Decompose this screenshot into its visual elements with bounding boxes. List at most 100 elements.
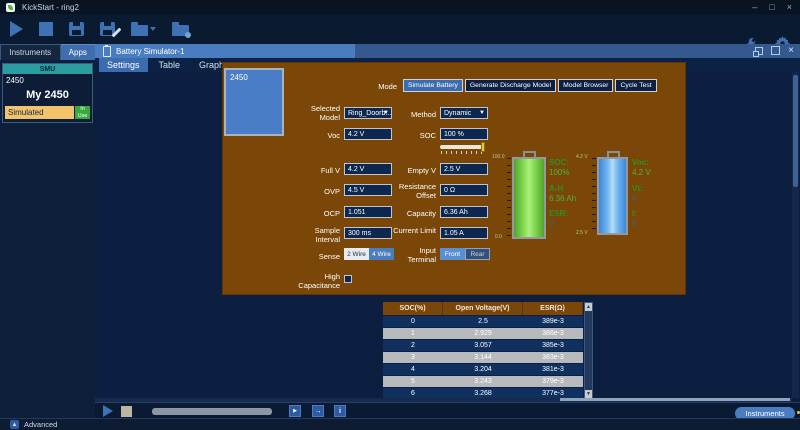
capacity-input[interactable]: 6.36 Ah <box>440 206 488 218</box>
full-v-input[interactable]: 4.2 V <box>344 163 392 175</box>
device-box[interactable]: 2450 <box>224 68 284 136</box>
restore-button[interactable]: □ <box>769 2 775 12</box>
open-dropdown-icon[interactable] <box>150 27 156 31</box>
save-icon[interactable] <box>69 22 84 36</box>
instrument-card[interactable]: SMU 2450 My 2450 Simulated In Use <box>2 63 93 123</box>
advanced-label[interactable]: Advanced <box>24 420 58 429</box>
voc-input[interactable]: 4.2 V <box>344 128 392 140</box>
mode-simulate-battery-button[interactable]: Simulate Battery <box>403 79 463 92</box>
table-row[interactable]: 2 3.057 385e-3 <box>383 340 583 351</box>
instruments-sidebar: Instruments Apps SMU 2450 My 2450 Simula… <box>0 44 95 418</box>
abort-icon[interactable] <box>121 406 132 417</box>
sidebar-tab-instruments[interactable]: Instruments <box>0 44 61 60</box>
mode-label: Mode <box>378 82 397 91</box>
run-bar <box>95 402 800 419</box>
sample-interval-input[interactable]: 300 ms <box>344 227 392 239</box>
close-button[interactable]: × <box>786 2 792 12</box>
chevron-down-icon[interactable]: ▼ <box>479 110 485 116</box>
header-soc: SOC(%) <box>383 302 443 315</box>
instruments-button[interactable]: Instruments <box>735 407 795 420</box>
chevron-down-icon[interactable]: ▼ <box>383 110 389 116</box>
method-label: Method <box>410 110 436 119</box>
terminal-rear-button[interactable]: Rear <box>465 248 490 260</box>
run-icon[interactable] <box>10 21 23 37</box>
soc-label: SOC <box>419 131 436 140</box>
capacity-label: Capacity <box>406 209 436 218</box>
esr-readout-label: ESR: <box>549 209 569 218</box>
battery-app-icon <box>103 44 111 57</box>
input-terminal-label: Input Terminal <box>407 246 436 264</box>
soc-input[interactable]: 100 % <box>440 128 488 140</box>
i-readout-value: 0 <box>632 219 637 228</box>
content-vertical-scrollbar[interactable] <box>792 72 799 398</box>
status-bar <box>0 418 800 430</box>
info-icon[interactable]: i <box>334 405 346 417</box>
header-open-voltage: Open Voltage(V) <box>443 302 523 315</box>
resistance-offset-input[interactable]: 0 Ω <box>440 184 488 196</box>
empty-v-input[interactable]: 2.5 V <box>440 163 488 175</box>
sense-2wire-button[interactable]: 2 Wire <box>344 248 369 260</box>
sample-interval-label: Sample Interval <box>314 226 340 244</box>
sense-4wire-button[interactable]: 4 Wire <box>369 248 394 260</box>
open-icon[interactable] <box>131 22 148 36</box>
terminal-front-button[interactable]: Front <box>440 248 465 260</box>
scroll-up-icon[interactable]: ▲ <box>585 303 592 311</box>
ovp-input[interactable]: 4.5 V <box>344 184 392 196</box>
content-horizontal-scrollbar[interactable] <box>95 398 792 402</box>
method-select[interactable]: Dynamic ▼ <box>440 107 488 119</box>
table-row[interactable]: 0 2.5 389e-3 <box>383 316 583 327</box>
table-row[interactable]: 1 2.929 386e-3 <box>383 328 583 339</box>
sidebar-tab-apps[interactable]: Apps <box>60 44 95 60</box>
ocp-input[interactable]: 1.051 <box>344 206 392 218</box>
soc-scale-top: 100.0 <box>492 154 505 160</box>
tab-table[interactable]: Table <box>158 60 181 70</box>
mode-generate-discharge-model-button[interactable]: Generate Discharge Model <box>464 79 557 92</box>
tab-settings[interactable]: Settings <box>99 58 148 72</box>
table-row[interactable]: 3 3.144 383e-3 <box>383 352 583 363</box>
run-once-icon[interactable]: ▶ <box>289 405 301 417</box>
sense-label: Sense <box>318 252 340 261</box>
table-header-row: SOC(%) Open Voltage(V) ESR(Ω) <box>383 302 583 315</box>
horizontal-scroll-thumb[interactable] <box>560 398 790 401</box>
tab-label: Battery Simulator-1 <box>116 46 185 56</box>
minimize-button[interactable]: – <box>752 2 758 12</box>
export-data-icon[interactable]: → <box>312 405 324 417</box>
table-row[interactable]: 4 3.204 381e-3 <box>383 364 583 375</box>
table-row[interactable]: 6 3.268 377e-3 <box>383 388 583 399</box>
resistance-offset-label: Resistance Offset <box>398 182 436 200</box>
voc-label: Voc <box>327 131 340 140</box>
blue-battery-icon <box>597 157 628 235</box>
scroll-down-icon[interactable]: ▼ <box>585 390 592 398</box>
table-row[interactable]: 5 3.243 379e-3 <box>383 376 583 387</box>
vertical-scroll-thumb[interactable] <box>793 75 798 187</box>
table-scrollbar[interactable]: ▲ ▼ <box>584 302 593 399</box>
pencil-icon <box>111 27 122 38</box>
title-bar: KickStart - ring2 – □ × <box>0 0 800 14</box>
advanced-icon[interactable]: ▲ <box>10 420 19 429</box>
mode-cycle-test-button[interactable]: Cycle Test <box>615 79 657 92</box>
tab-battery-simulator[interactable]: Battery Simulator-1 <box>95 44 355 58</box>
popout-icon[interactable] <box>753 46 764 57</box>
export-folder-icon[interactable] <box>172 22 191 38</box>
ocp-label: OCP <box>323 209 340 218</box>
close-pane-icon[interactable]: × <box>788 44 794 56</box>
mode-model-browser-button[interactable]: Model Browser <box>558 79 614 92</box>
stop-icon[interactable] <box>39 22 53 36</box>
document-tab-strip: Battery Simulator-1 × <box>95 44 800 58</box>
empty-v-label: Empty V <box>407 166 436 175</box>
save-as-icon[interactable] <box>100 22 122 38</box>
selected-model-select[interactable]: Ring_Doorb... ▼ <box>344 107 392 119</box>
instrument-group-label: SMU <box>3 64 92 74</box>
mode-button-group: Simulate Battery Generate Discharge Mode… <box>403 79 657 92</box>
maximize-pane-icon[interactable] <box>771 46 781 55</box>
window-title: KickStart - ring2 <box>22 2 79 12</box>
soc-slider-handle[interactable] <box>481 142 485 152</box>
tab-graph[interactable]: Graph <box>199 60 225 70</box>
soc-slider[interactable] <box>440 145 484 149</box>
current-limit-input[interactable]: 1.05 A <box>440 227 488 239</box>
kickstart-logo-icon <box>6 2 15 12</box>
high-capacitance-checkbox[interactable] <box>344 275 352 283</box>
ah-readout-label: A-H <box>549 184 564 193</box>
run-test-icon[interactable] <box>103 405 113 417</box>
